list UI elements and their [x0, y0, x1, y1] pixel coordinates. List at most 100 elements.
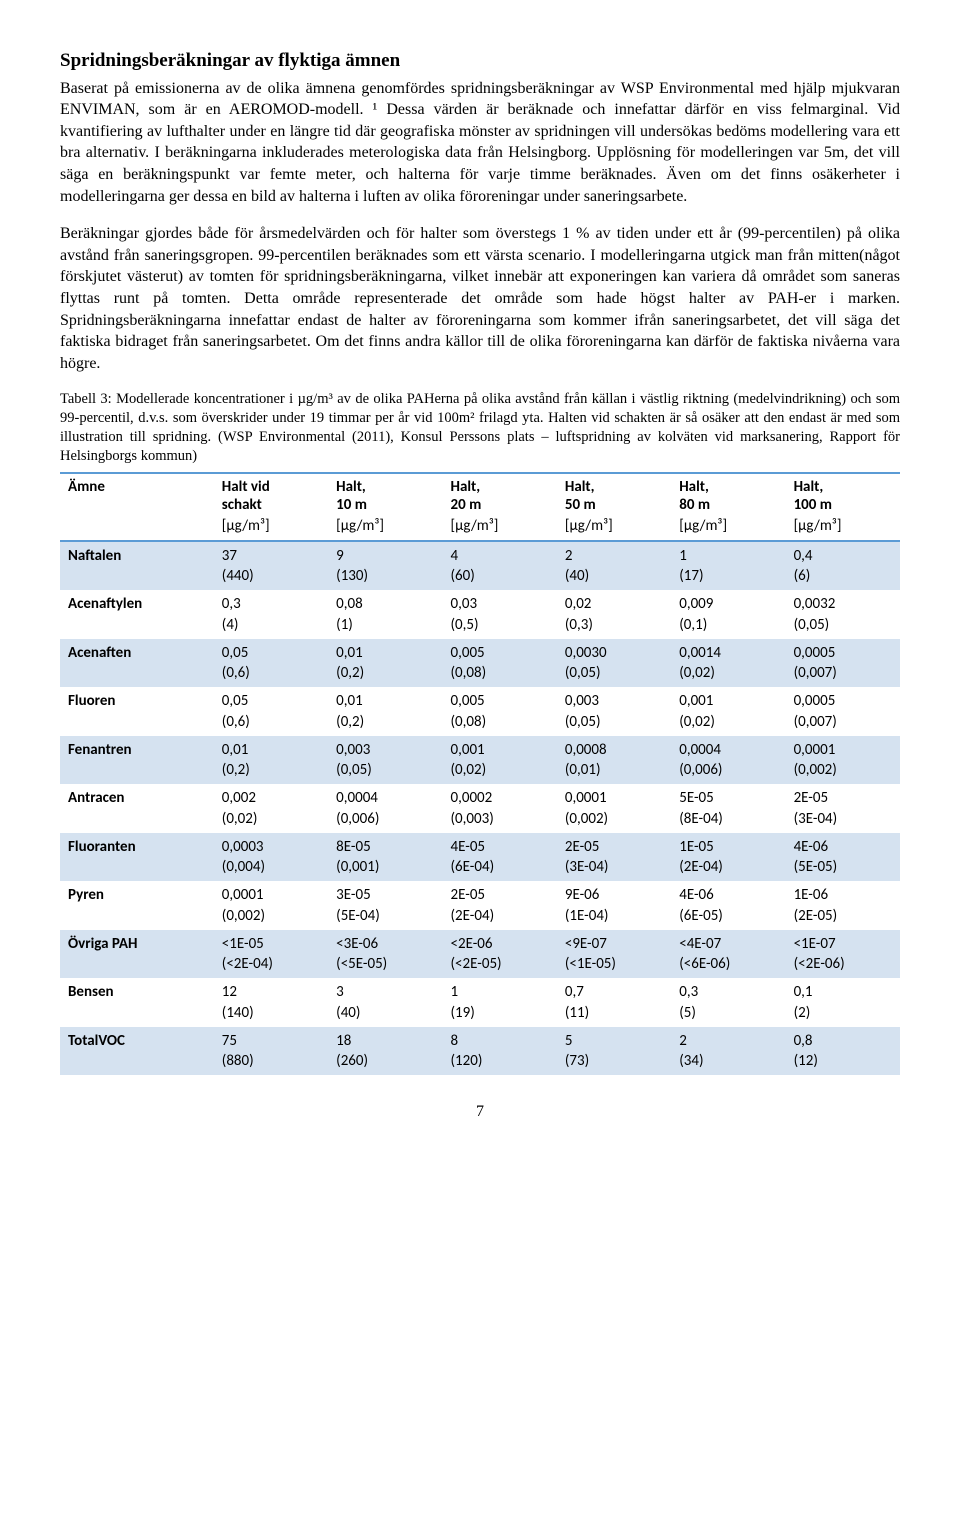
table-row: Antracen0,002(0,02)0,0004(0,006)0,0002(0… [60, 784, 900, 833]
table-cell: 2E-05(2E-04) [443, 881, 557, 930]
table-col-header: Halt,50 m[µg/m³] [557, 473, 671, 541]
table-cell: 0,03(0,5) [443, 590, 557, 639]
row-substance: Fluoren [60, 687, 214, 736]
table-cell: 0,01(0,2) [328, 639, 442, 688]
table-cell: <1E-05(<2E-04) [214, 930, 328, 979]
table-cell: 0,0004(0,006) [328, 784, 442, 833]
table-cell: 0,02(0,3) [557, 590, 671, 639]
table-caption: Tabell 3: Modellerade koncentrationer i … [60, 390, 900, 465]
table-row: Acenaftylen0,3(4)0,08(1)0,03(0,5)0,02(0,… [60, 590, 900, 639]
row-substance: Pyren [60, 881, 214, 930]
table-cell: 1E-06(2E-05) [786, 881, 900, 930]
table-cell: 0,0002(0,003) [443, 784, 557, 833]
table-row: Acenaften0,05(0,6)0,01(0,2)0,005(0,08)0,… [60, 639, 900, 688]
row-substance: Acenaften [60, 639, 214, 688]
table-cell: 0,7(11) [557, 978, 671, 1027]
table-cell: 0,01(0,2) [214, 736, 328, 785]
section-heading: Spridningsberäkningar av flyktiga ämnen [60, 48, 900, 74]
row-substance: Naftalen [60, 541, 214, 591]
table-row: TotalVOC75(880)18(260)8(120)5(73)2(34)0,… [60, 1027, 900, 1076]
table-cell: 4E-05(6E-04) [443, 833, 557, 882]
table-cell: 0,05(0,6) [214, 687, 328, 736]
row-substance: Fenantren [60, 736, 214, 785]
table-cell: 0,0005(0,007) [786, 639, 900, 688]
table-row: Naftalen37(440)9(130)4(60)2(40)1(17)0,4(… [60, 541, 900, 591]
table-cell: <2E-06(<2E-05) [443, 930, 557, 979]
table-cell: 0,001(0,02) [671, 687, 785, 736]
table-cell: 1(19) [443, 978, 557, 1027]
table-cell: 2(40) [557, 541, 671, 591]
table-col-header: Ämne [60, 473, 214, 541]
table-row: Bensen12(140)3(40)1(19)0,7(11)0,3(5)0,1(… [60, 978, 900, 1027]
table-cell: 8(120) [443, 1027, 557, 1076]
table-row: Fluoranten0,0003(0,004)8E-05(0,001)4E-05… [60, 833, 900, 882]
table-cell: 0,009(0,1) [671, 590, 785, 639]
table-cell: 0,0032(0,05) [786, 590, 900, 639]
table-cell: 0,8(12) [786, 1027, 900, 1076]
body-paragraph-1: Baserat på emissionerna av de olika ämne… [60, 78, 900, 208]
table-cell: 0,003(0,05) [557, 687, 671, 736]
table-cell: <3E-06(<5E-05) [328, 930, 442, 979]
table-cell: 0,0008(0,01) [557, 736, 671, 785]
table-cell: 0,0001(0,002) [214, 881, 328, 930]
table-cell: 3(40) [328, 978, 442, 1027]
table-cell: 75(880) [214, 1027, 328, 1076]
table-cell: 1(17) [671, 541, 785, 591]
table-row: Övriga PAH<1E-05(<2E-04)<3E-06(<5E-05)<2… [60, 930, 900, 979]
table-cell: 0,002(0,02) [214, 784, 328, 833]
table-cell: 0,1(2) [786, 978, 900, 1027]
table-cell: 1E-05(2E-04) [671, 833, 785, 882]
table-cell: 0,3(5) [671, 978, 785, 1027]
table-cell: 3E-05(5E-04) [328, 881, 442, 930]
table-cell: 5E-05(8E-04) [671, 784, 785, 833]
row-substance: Övriga PAH [60, 930, 214, 979]
table-cell: 0,0004(0,006) [671, 736, 785, 785]
table-col-header: Halt,10 m[µg/m³] [328, 473, 442, 541]
table-col-header: Halt,80 m[µg/m³] [671, 473, 785, 541]
row-substance: Fluoranten [60, 833, 214, 882]
page-number: 7 [60, 1101, 900, 1123]
table-row: Fenantren0,01(0,2)0,003(0,05)0,001(0,02)… [60, 736, 900, 785]
table-cell: 0,4(6) [786, 541, 900, 591]
table-cell: 4E-06(6E-05) [671, 881, 785, 930]
table-cell: 12(140) [214, 978, 328, 1027]
pah-concentration-table: ÄmneHalt vidschakt[µg/m³]Halt,10 m[µg/m³… [60, 472, 900, 1076]
table-cell: 0,001(0,02) [443, 736, 557, 785]
row-substance: Bensen [60, 978, 214, 1027]
table-row: Pyren0,0001(0,002)3E-05(5E-04)2E-05(2E-0… [60, 881, 900, 930]
table-cell: 0,005(0,08) [443, 639, 557, 688]
table-cell: 2E-05(3E-04) [557, 833, 671, 882]
table-cell: 2E-05(3E-04) [786, 784, 900, 833]
table-col-header: Halt,20 m[µg/m³] [443, 473, 557, 541]
table-cell: 37(440) [214, 541, 328, 591]
table-col-header: Halt,100 m[µg/m³] [786, 473, 900, 541]
row-substance: Acenaftylen [60, 590, 214, 639]
table-cell: 4(60) [443, 541, 557, 591]
table-cell: 0,08(1) [328, 590, 442, 639]
table-cell: 0,05(0,6) [214, 639, 328, 688]
table-cell: 0,0005(0,007) [786, 687, 900, 736]
table-row: Fluoren0,05(0,6)0,01(0,2)0,005(0,08)0,00… [60, 687, 900, 736]
table-cell: 0,0014(0,02) [671, 639, 785, 688]
table-col-header: Halt vidschakt[µg/m³] [214, 473, 328, 541]
table-cell: 0,005(0,08) [443, 687, 557, 736]
body-paragraph-2: Beräkningar gjordes både för årsmedelvär… [60, 223, 900, 374]
table-cell: 0,0001(0,002) [786, 736, 900, 785]
table-cell: 8E-05(0,001) [328, 833, 442, 882]
row-substance: Antracen [60, 784, 214, 833]
table-header-row: ÄmneHalt vidschakt[µg/m³]Halt,10 m[µg/m³… [60, 473, 900, 541]
table-cell: <1E-07(<2E-06) [786, 930, 900, 979]
table-cell: 4E-06(5E-05) [786, 833, 900, 882]
table-cell: 0,01(0,2) [328, 687, 442, 736]
table-cell: <9E-07(<1E-05) [557, 930, 671, 979]
table-cell: 0,3(4) [214, 590, 328, 639]
table-cell: 18(260) [328, 1027, 442, 1076]
table-cell: 0,0030(0,05) [557, 639, 671, 688]
table-cell: 5(73) [557, 1027, 671, 1076]
table-cell: 0,0003(0,004) [214, 833, 328, 882]
table-cell: 9E-06(1E-04) [557, 881, 671, 930]
row-substance: TotalVOC [60, 1027, 214, 1076]
table-cell: 9(130) [328, 541, 442, 591]
table-cell: 0,0001(0,002) [557, 784, 671, 833]
table-cell: <4E-07(<6E-06) [671, 930, 785, 979]
